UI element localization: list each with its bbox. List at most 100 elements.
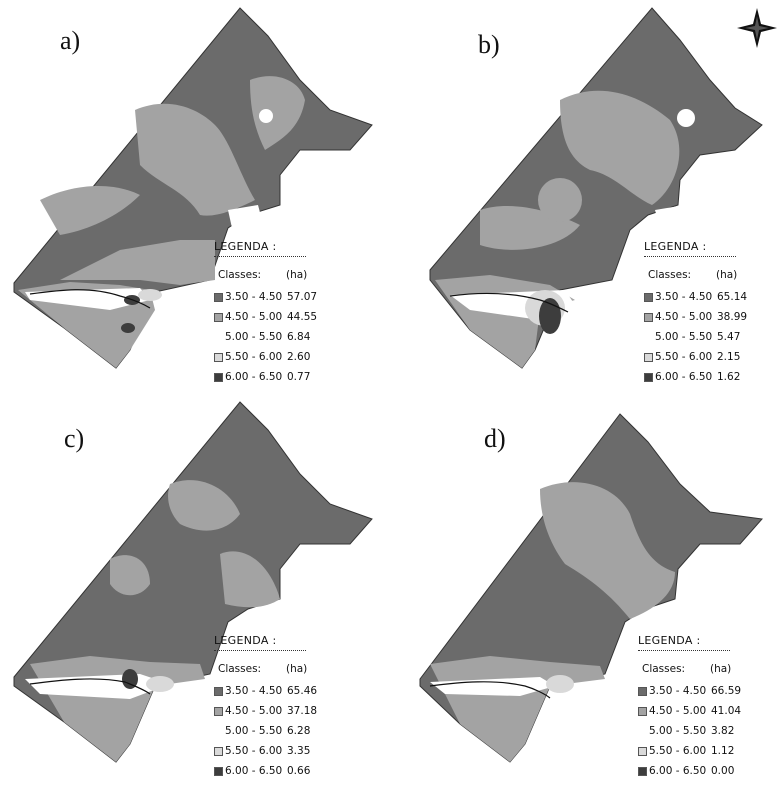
zone-vhigh-1	[122, 669, 138, 689]
legend-row: 5.00 - 5.50 5.47	[644, 327, 757, 347]
zone-mid-1	[60, 240, 215, 285]
panel-label: b)	[478, 30, 500, 59]
legend-ha-header: (ha)	[286, 269, 308, 281]
legend-row: 5.50 - 6.00 3.35	[214, 741, 327, 761]
zone-high-1	[146, 676, 174, 692]
legend-class: 5.50 - 6.00	[225, 745, 283, 757]
legend-class: 4.50 - 5.00	[649, 705, 707, 717]
legend-swatch	[644, 372, 653, 382]
legend-class: 4.50 - 5.00	[225, 705, 283, 717]
field-map-b	[429, 7, 763, 369]
legend-ha-header: (ha)	[286, 663, 308, 675]
legend-class: 6.00 - 6.50	[649, 765, 707, 777]
legend-swatch	[214, 312, 223, 322]
zone-mid-1	[168, 480, 240, 531]
legend-swatch	[638, 686, 647, 696]
legend-class: 5.00 - 5.50	[649, 725, 707, 737]
legend-class: 5.50 - 6.00	[225, 351, 283, 363]
legend-ha: 57.07	[287, 291, 318, 303]
zone-mid-2	[110, 555, 150, 596]
zone-low-3	[25, 288, 150, 310]
legend-class: 4.50 - 5.00	[655, 311, 713, 323]
legend-row: 6.00 - 6.50 0.77	[214, 367, 327, 387]
legend-classes-header: Classes:	[218, 269, 262, 281]
legend-row: 5.00 - 5.50 3.82	[638, 721, 751, 741]
legend-ha: 3.35	[287, 745, 311, 757]
zone-high-1	[138, 289, 162, 301]
legend-row: 6.00 - 6.50 0.00	[638, 761, 751, 781]
panel-label: a)	[60, 26, 81, 55]
legend-row: 3.50 - 4.50 57.07	[214, 287, 327, 307]
legend-swatch	[214, 352, 223, 362]
legend: LEGENDA : Classes: (ha) 3.50 - 4.50 65.46…	[214, 634, 327, 781]
legend-classes-header: Classes:	[648, 269, 692, 281]
zone-vhigh-1	[539, 298, 561, 334]
legend-ha-header: (ha)	[710, 663, 732, 675]
legend-class: 5.50 - 6.00	[649, 745, 707, 757]
stream-line	[29, 289, 151, 309]
legend-swatch	[638, 746, 647, 756]
legend-title: LEGENDA :	[638, 634, 730, 651]
legend-ha: 2.15	[717, 351, 741, 363]
map-panel-d: d) LEGENDA : Classes: (ha) 3.50 - 4.50 66…	[390, 394, 780, 788]
zone-vhigh-2	[121, 323, 135, 333]
zone-mid-1	[540, 482, 675, 619]
legend: LEGENDA : Classes: (ha) 3.50 - 4.50 57.07…	[214, 240, 327, 387]
legend-classes-header: Classes:	[642, 663, 686, 675]
legend-swatch	[638, 766, 647, 776]
legend-title: LEGENDA :	[214, 634, 306, 651]
legend-ha: 6.28	[287, 725, 311, 737]
legend-ha: 5.47	[717, 331, 741, 343]
legend-row: 6.00 - 6.50 0.66	[214, 761, 327, 781]
legend-row: 3.50 - 4.50 65.14	[644, 287, 757, 307]
legend-row: 3.50 - 4.50 66.59	[638, 681, 751, 701]
field-map-c	[13, 401, 373, 763]
legend-swatch	[214, 332, 223, 342]
map-panel-b: b) LEGENDA : Classes: (ha) 3.50 - 4.50 65…	[390, 0, 780, 394]
legend-class: 5.00 - 5.50	[655, 331, 713, 343]
zone-low-1	[430, 677, 555, 696]
legend-swatch	[638, 706, 647, 716]
legend-swatch	[214, 766, 223, 776]
legend-swatch	[214, 706, 223, 716]
zone-mid-3	[250, 76, 305, 150]
legend-class: 5.50 - 6.00	[655, 351, 713, 363]
legend-ha: 2.60	[287, 351, 311, 363]
zone-low-1	[677, 109, 695, 127]
legend-swatch	[644, 312, 653, 322]
legend-ha: 0.66	[287, 765, 311, 777]
legend-title: LEGENDA :	[214, 240, 306, 257]
zone-low-2	[655, 205, 688, 228]
legend-swatch	[644, 292, 653, 302]
legend-row: 5.00 - 5.50 6.28	[214, 721, 327, 741]
zone-mid-1	[560, 90, 680, 205]
legend-swatch	[214, 726, 223, 736]
legend-row: 5.00 - 5.50 6.84	[214, 327, 327, 347]
legend-swatch	[214, 372, 223, 382]
legend-row: 4.50 - 5.00 37.18	[214, 701, 327, 721]
legend-class: 6.00 - 6.50	[225, 371, 283, 383]
legend-ha: 38.99	[717, 311, 748, 323]
legend-swatch	[644, 352, 653, 362]
legend-classes-header: Classes:	[218, 663, 262, 675]
legend-ha: 41.04	[711, 705, 742, 717]
legend-ha: 6.84	[287, 331, 311, 343]
legend-class: 3.50 - 4.50	[225, 291, 283, 303]
zone-mid-3	[220, 551, 280, 608]
legend-swatch	[638, 726, 647, 736]
legend-row: 4.50 - 5.00 44.55	[214, 307, 327, 327]
legend: LEGENDA : Classes: (ha) 3.50 - 4.50 65.14…	[644, 240, 757, 387]
zone-mid-4	[40, 185, 140, 235]
zone-low-1	[259, 109, 273, 123]
legend-ha: 1.12	[711, 745, 735, 757]
legend-ha: 1.62	[717, 371, 741, 383]
map-panel-a: a) LEGENDA : Classes: (ha) 3.50 - 4.50 57…	[0, 0, 390, 394]
zone-mid-4	[538, 178, 582, 222]
legend-ha: 0.77	[287, 371, 311, 383]
legend-ha: 44.55	[287, 311, 318, 323]
stream-line	[429, 681, 551, 699]
legend-class: 3.50 - 4.50	[225, 685, 283, 697]
legend-ha: 65.46	[287, 685, 318, 697]
legend-ha: 66.59	[711, 685, 742, 697]
compass-rose-icon	[737, 8, 777, 48]
